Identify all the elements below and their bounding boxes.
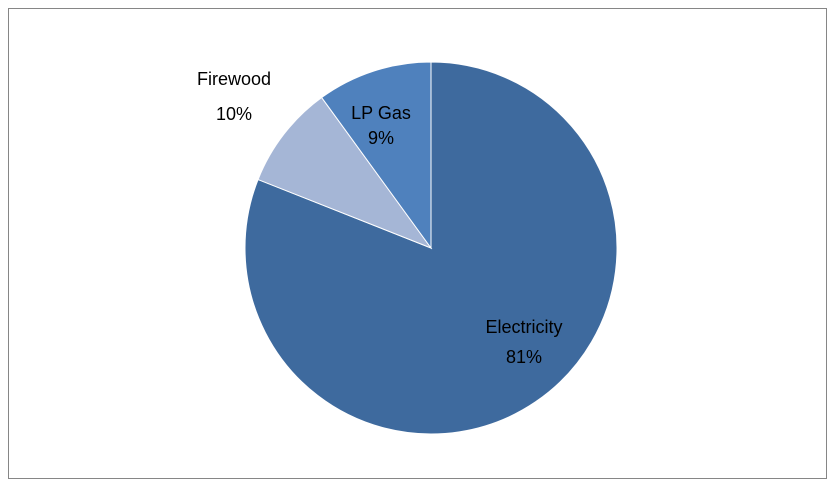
pie-slice-lp-gas — [257, 96, 433, 250]
pie-slices — [244, 61, 618, 435]
slice-label-electricity-name: Electricity — [485, 317, 562, 337]
pie-slice-firewood — [320, 61, 432, 250]
chart-area: Electricity 81% LP Gas 9% Firewood 10% — [8, 8, 827, 479]
slice-label-firewood-pct: 10% — [216, 104, 252, 124]
slice-label-firewood-name: Firewood — [197, 69, 271, 89]
slice-label-lpgas-name: LP Gas — [351, 103, 411, 123]
slice-label-lpgas-pct: 9% — [368, 128, 394, 148]
slice-label-electricity-pct: 81% — [506, 347, 542, 367]
